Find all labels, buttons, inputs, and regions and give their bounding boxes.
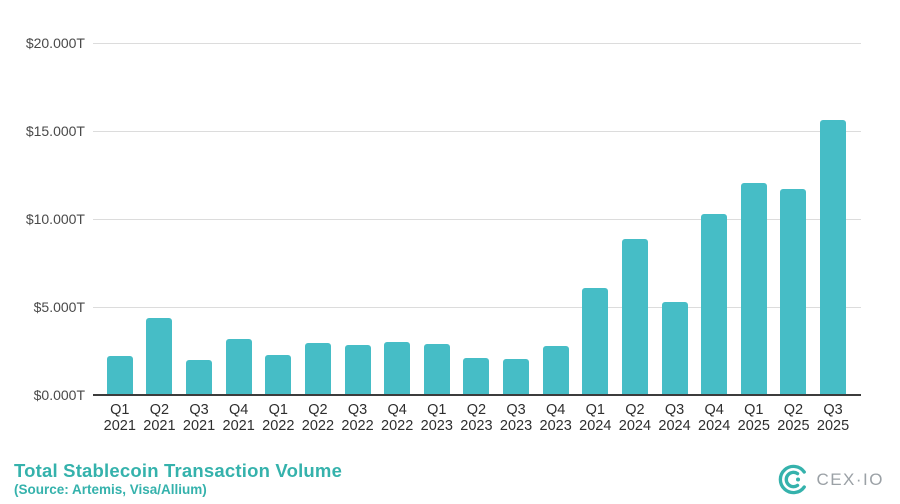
y-tick-label: $20.000T: [25, 35, 85, 51]
bar-q2-2021: [146, 317, 173, 395]
x-tick-label-q1-2024: Q1 2024: [579, 402, 612, 434]
y-tick-label: $0.000T: [33, 387, 85, 403]
x-tick-label-q3-2023: Q3 2023: [499, 402, 533, 434]
bars-container: [100, 43, 853, 395]
y-tick-label: $15.000T: [25, 123, 85, 139]
x-tick-label-q4-2022: Q4 2022: [381, 402, 414, 434]
bar-slot-q1-2024: [576, 43, 616, 395]
bar-slot-q2-2021: [140, 43, 180, 395]
bar-q2-2023: [463, 358, 490, 395]
bar-slot-q1-2025: [734, 43, 774, 395]
x-tick-label-q3-2021: Q3 2021: [182, 402, 216, 434]
x-tick-label-q4-2023: Q4 2023: [539, 402, 572, 434]
x-tick-label-q4-2021: Q4 2021: [222, 402, 255, 434]
bar-slot-q4-2021: [219, 43, 259, 395]
plot-area: [93, 43, 861, 395]
x-tick-label-q1-2025: Q1 2025: [737, 402, 770, 434]
x-axis-line: [93, 394, 861, 396]
x-tick-label-q2-2021: Q2 2021: [143, 402, 176, 434]
bar-q4-2024: [701, 213, 728, 395]
bar-slot-q2-2023: [457, 43, 497, 395]
bar-q4-2021: [225, 338, 252, 395]
gridline-10t: [93, 219, 861, 220]
chart-title: Total Stablecoin Transaction Volume: [14, 460, 343, 481]
bar-q1-2023: [423, 343, 450, 395]
bar-slot-q4-2024: [694, 43, 734, 395]
x-tick-label-q4-2024: Q4 2024: [698, 402, 731, 434]
x-tick-label-q3-2025: Q3 2025: [816, 402, 850, 434]
bar-slot-q3-2021: [179, 43, 219, 395]
bar-q3-2023: [503, 358, 530, 395]
gridline-20t: [93, 43, 861, 44]
bar-slot-q3-2025: [813, 43, 853, 395]
bar-q2-2024: [621, 239, 648, 395]
bar-slot-q2-2024: [615, 43, 655, 395]
chart-source-note: (Source: Artemis, Visa/Allium): [14, 482, 207, 497]
bar-slot-q1-2023: [417, 43, 457, 395]
bar-slot-q1-2021: [100, 43, 140, 395]
bar-slot-q2-2025: [774, 43, 814, 395]
bar-q3-2021: [186, 359, 213, 395]
x-tick-label-q1-2021: Q1 2021: [103, 402, 136, 434]
x-tick-label-q2-2023: Q2 2023: [460, 402, 493, 434]
bar-q1-2025: [740, 182, 767, 395]
bar-q4-2022: [384, 342, 411, 395]
bar-q3-2024: [661, 301, 688, 395]
y-tick-label: $10.000T: [25, 211, 85, 227]
cexio-logo: CEX·IO: [778, 463, 884, 496]
cexio-logo-text: CEX·IO: [816, 470, 884, 489]
bar-slot-q4-2023: [536, 43, 576, 395]
x-tick-label-q2-2024: Q2 2024: [618, 402, 652, 434]
bar-slot-q1-2022: [259, 43, 299, 395]
x-tick-label-q2-2025: Q2 2025: [777, 402, 810, 434]
gridline-5t: [93, 307, 861, 308]
x-tick-label-q3-2024: Q3 2024: [658, 402, 691, 434]
bar-slot-q4-2022: [377, 43, 417, 395]
cexio-emblem-icon: [779, 464, 807, 495]
y-tick-label: $5.000T: [33, 299, 85, 315]
bar-q1-2022: [265, 354, 292, 395]
x-tick-label-q1-2023: Q1 2023: [420, 402, 453, 434]
bar-q1-2024: [582, 287, 609, 395]
bar-slot-q3-2024: [655, 43, 695, 395]
bar-q3-2025: [820, 120, 847, 395]
bar-q2-2025: [780, 189, 807, 395]
bar-q4-2023: [542, 345, 569, 395]
bar-slot-q3-2022: [338, 43, 378, 395]
x-tick-label-q2-2022: Q2 2022: [301, 402, 335, 434]
bar-slot-q3-2023: [496, 43, 536, 395]
x-tick-label-q3-2022: Q3 2022: [341, 402, 374, 434]
bar-q1-2021: [106, 356, 133, 395]
x-axis-labels: Q1 2021 Q2 2021 Q3 2021 Q4 2021 Q1 2022 Q2 2022 Q3 20…: [100, 402, 853, 434]
bar-slot-q2-2022: [298, 43, 338, 395]
gridline-15t: [93, 131, 861, 132]
bar-q2-2022: [304, 343, 331, 395]
bar-q3-2022: [344, 344, 371, 395]
x-tick-label-q1-2022: Q1 2022: [262, 402, 295, 434]
